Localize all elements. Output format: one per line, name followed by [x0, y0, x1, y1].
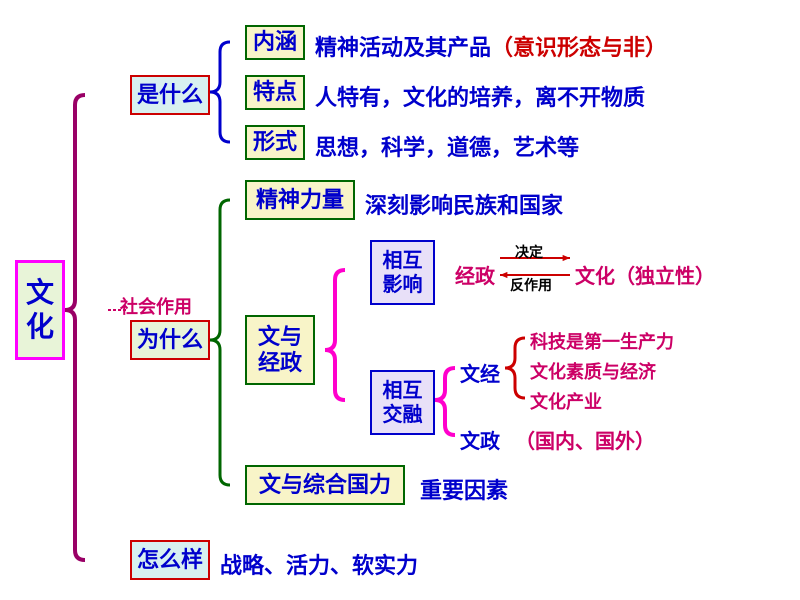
level1-box-1: 为什么 [130, 320, 210, 360]
l2sub-box-2: 文与综合国力 [245, 465, 405, 505]
social-label: 社会作用 [120, 293, 192, 319]
l2-text-2: 战略、活力、软实力 [220, 548, 418, 580]
fusion-wz: 文政 [460, 425, 500, 454]
l2sub-box-0: 精神力量 [245, 180, 355, 220]
influence-bot: 反作用 [510, 275, 552, 295]
l1-text-2: 思想，科学，道德，艺术等 [315, 130, 579, 162]
influence-left: 经政 [455, 260, 495, 289]
l1-text-1: 人特有，文化的培养，离不开物质 [315, 80, 645, 112]
l3sub-box-1: 相互 交融 [370, 370, 435, 435]
l2sub-box-1: 文与 经政 [245, 315, 315, 385]
influence-right: 文化（独立性） [575, 260, 715, 289]
l1sub-box-2: 形式 [245, 125, 305, 160]
arrow-head [563, 255, 570, 261]
bracket [325, 270, 345, 400]
l3sub-box-0: 相互 影响 [370, 240, 435, 305]
fusion-wz-note: （国内、国外） [515, 425, 655, 454]
fusion-wj: 文经 [460, 358, 500, 387]
bracket [505, 338, 525, 398]
influence-top: 决定 [515, 242, 543, 262]
arrow-head [500, 272, 507, 278]
bracket [65, 95, 85, 560]
level1-box-2: 怎么样 [130, 540, 210, 580]
fusion-item-2: 文化产业 [530, 388, 602, 414]
l2-text-0: 深刻影响民族和国家 [365, 188, 563, 220]
fusion-item-1: 文化素质与经济 [530, 358, 656, 384]
bracket [210, 42, 230, 142]
level1-box-0: 是什么 [130, 75, 210, 115]
bracket [210, 200, 230, 485]
fusion-item-0: 科技是第一生产力 [530, 328, 674, 354]
l2-text-1: 重要因素 [420, 473, 508, 505]
l1-text-0: 精神活动及其产品（意识形态与非） [315, 30, 667, 62]
bracket [435, 368, 455, 435]
l1sub-box-0: 内涵 [245, 25, 305, 60]
root-box: 文 化 [15, 260, 65, 360]
l1sub-box-1: 特点 [245, 75, 305, 110]
